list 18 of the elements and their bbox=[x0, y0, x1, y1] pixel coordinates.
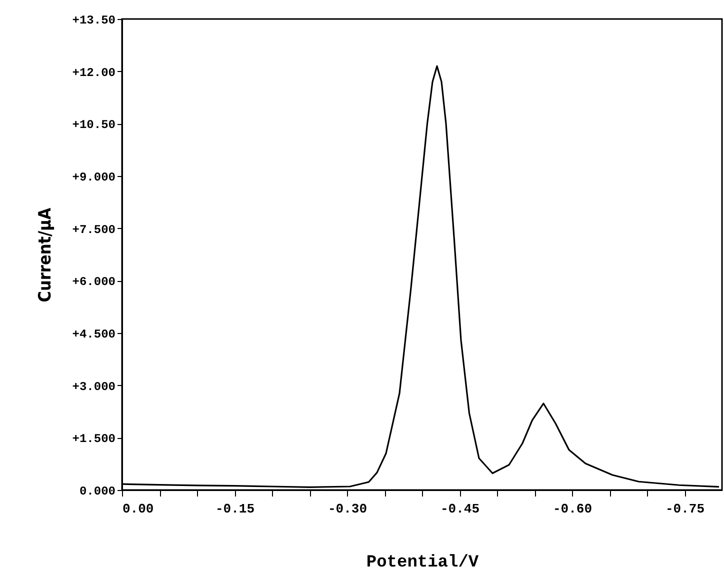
y-tick-label: +13.50 bbox=[72, 14, 116, 28]
x-tick-label: -0.60 bbox=[552, 502, 592, 516]
x-tick-label: 0.00 bbox=[122, 502, 154, 516]
y-tick-label: 0.000 bbox=[79, 484, 116, 498]
y-tick-label: +3.000 bbox=[72, 380, 116, 394]
x-tick-label: -0.45 bbox=[440, 502, 480, 516]
y-tick-label: +6.000 bbox=[72, 275, 116, 290]
y-tick-label: +4.500 bbox=[72, 328, 116, 342]
x-tick-label: -0.15 bbox=[215, 502, 255, 516]
y-tick-label: +9.000 bbox=[72, 170, 116, 184]
y-tick-label: +1.500 bbox=[72, 432, 116, 446]
y-tick-label: +12.00 bbox=[72, 66, 116, 80]
x-tick-label: -0.30 bbox=[328, 502, 368, 516]
x-axis-title: Potential/V bbox=[366, 554, 480, 572]
y-axis-title: Current/µA bbox=[35, 208, 56, 302]
x-tick-label: -0.75 bbox=[665, 502, 705, 516]
y-tick-label: +7.500 bbox=[72, 222, 116, 237]
y-tick-label: +10.50 bbox=[72, 118, 116, 132]
